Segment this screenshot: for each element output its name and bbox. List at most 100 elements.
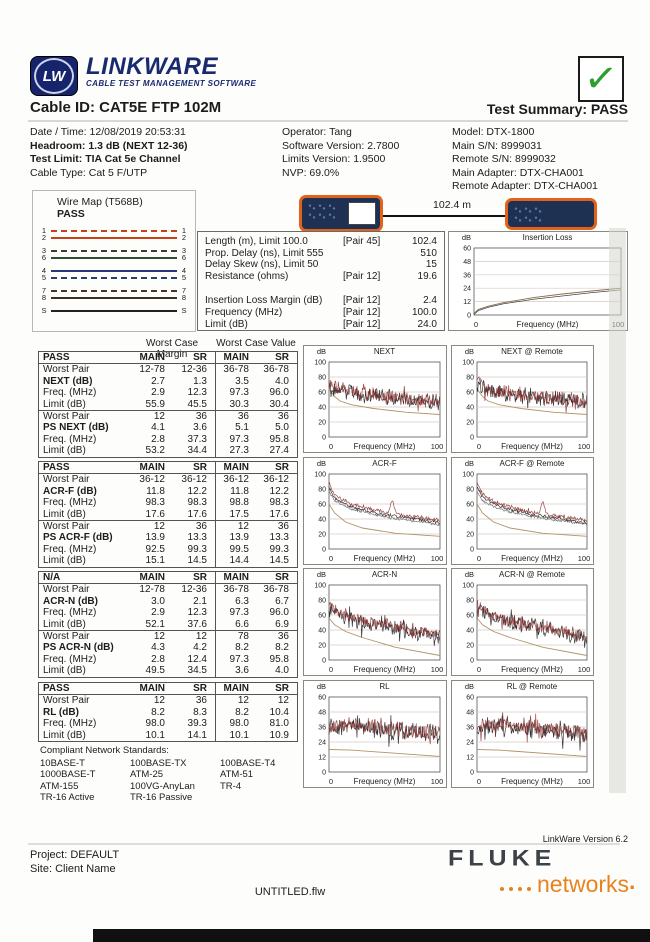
svg-text:100: 100 xyxy=(431,442,444,451)
measurement-row: Resistance (ohms) [Pair 12] 19.6 xyxy=(205,271,437,283)
row-value: 37.6 xyxy=(187,618,207,630)
row-value: 6.6 xyxy=(215,618,257,631)
svg-text:100: 100 xyxy=(462,360,474,367)
row-value: 95.8 xyxy=(269,653,289,665)
table-row: Freq. (MHz) 2.9 12.3 97.3 96.0 xyxy=(39,607,297,619)
table-row: NEXT (dB) 2.7 1.3 3.5 4.0 xyxy=(39,375,297,388)
svg-text:60: 60 xyxy=(318,695,326,702)
table-col-header: SR xyxy=(275,462,289,473)
row-value: 12 xyxy=(153,695,165,707)
row-label: Freq. (MHz) xyxy=(43,433,97,445)
row-value: 36-12 xyxy=(139,474,165,486)
table-header-row: PASS MAIN SR MAIN SR xyxy=(39,352,297,365)
row-label: Freq. (MHz) xyxy=(43,387,97,399)
table-row: Worst Pair 12 36 12 36 xyxy=(39,520,297,533)
svg-text:24: 24 xyxy=(463,286,471,293)
chart-svg: 100 80 60 40 20 0 dB ACR-N @ Remote 0 100 Frequenc… xyxy=(451,568,594,676)
page-edge-bar xyxy=(93,929,650,942)
row-value: 99.3 xyxy=(187,543,207,555)
wire-pin-right: 2 xyxy=(181,233,187,242)
table-col-header: MAIN xyxy=(139,462,165,473)
wire-line xyxy=(51,276,177,279)
row-value: 13.9 xyxy=(145,532,165,544)
row-value: 15.1 xyxy=(145,555,165,567)
row-value: 96.0 xyxy=(269,607,289,619)
info-line: NVP: 69.0% xyxy=(282,166,340,179)
svg-text:40: 40 xyxy=(466,628,474,635)
cable-link-line xyxy=(383,215,505,217)
svg-text:100: 100 xyxy=(431,554,444,563)
table-row: ACR-N (dB) 3.0 2.1 6.3 6.7 xyxy=(39,595,297,608)
wire-line xyxy=(51,236,177,239)
row-value: 8.2 xyxy=(275,642,289,654)
chart-svg: 60 48 36 24 12 0 dB RL @ Remote 0 100 Frequency (M… xyxy=(451,680,594,788)
row-value: 14.5 xyxy=(187,555,207,567)
info-column-right: Model: DTX-1800 Main S/N: 8999031 Remote S… xyxy=(452,126,647,194)
svg-text:60: 60 xyxy=(318,613,326,620)
row-value: 17.5 xyxy=(215,508,257,521)
row-value: 12.2 xyxy=(269,485,289,497)
row-value: 97.3 xyxy=(215,387,257,399)
svg-text:ACR-F: ACR-F xyxy=(372,459,397,468)
table-col-header: MAIN xyxy=(139,683,165,694)
svg-text:100: 100 xyxy=(578,777,591,786)
svg-text:0: 0 xyxy=(322,770,326,777)
row-value: 4.3 xyxy=(151,642,165,654)
row-label: PS NEXT (dB) xyxy=(43,422,109,434)
svg-text:100: 100 xyxy=(462,472,474,479)
row-label: Limit (dB) xyxy=(43,445,86,457)
row-value: 12-78 xyxy=(139,584,165,596)
svg-text:RL: RL xyxy=(379,682,390,691)
wire-pin-left: S xyxy=(41,306,47,315)
svg-text:48: 48 xyxy=(463,259,471,266)
linkware-logo: LW LINKWARE CABLE TEST MANAGEMENT SOFTWA… xyxy=(30,55,257,96)
table-group-headers: Worst Case Margin Worst Case Value xyxy=(38,338,298,360)
row-label: Limit (dB) xyxy=(43,665,86,677)
row-label: Worst Pair xyxy=(43,695,90,707)
svg-text:100: 100 xyxy=(314,360,326,367)
row-value: 39.3 xyxy=(187,718,207,730)
row-value: 2.8 xyxy=(151,653,165,665)
row-value: 12-36 xyxy=(181,584,207,596)
row-value: 36-78 xyxy=(215,584,257,596)
svg-text:36: 36 xyxy=(318,725,326,732)
svg-text:ACR-N: ACR-N xyxy=(372,570,398,579)
svg-text:24: 24 xyxy=(318,740,326,747)
chart-svg: 100 80 60 40 20 0 dB ACR-N 0 100 Frequency (MHz) xyxy=(303,568,447,676)
measurement-label: Length (m), Limit 100.0 xyxy=(205,236,308,247)
row-value: 3.0 xyxy=(151,595,165,607)
row-value: 98.3 xyxy=(145,497,165,509)
row-label: Freq. (MHz) xyxy=(43,718,97,730)
svg-text:80: 80 xyxy=(466,598,474,605)
fluke-networks-logo: FLUKE networks . xyxy=(448,846,635,896)
svg-text:100: 100 xyxy=(578,665,591,674)
wire-pin-right: 8 xyxy=(181,293,187,302)
table-row: Worst Pair 12 36 12 12 xyxy=(39,695,297,707)
svg-text:20: 20 xyxy=(318,643,326,650)
svg-text:12: 12 xyxy=(318,755,326,762)
wire-line xyxy=(51,256,177,259)
standard-item: 100BASE-TX xyxy=(130,757,187,769)
row-value: 17.6 xyxy=(145,508,165,520)
svg-text:0: 0 xyxy=(470,658,474,665)
table-row: Worst Pair 12 36 36 36 xyxy=(39,410,297,423)
row-label: ACR-N (dB) xyxy=(43,595,98,607)
next-results-table: PASS MAIN SR MAIN SR Worst Pair 12-78 12-36 36-7… xyxy=(38,351,298,458)
row-value: 13.3 xyxy=(269,532,289,544)
svg-text:ACR-F @ Remote: ACR-F @ Remote xyxy=(499,459,565,468)
row-value: 12-78 xyxy=(139,364,165,376)
svg-text:100: 100 xyxy=(462,583,474,590)
measurement-pair: [Pair 12] xyxy=(343,270,381,282)
row-value: 10.9 xyxy=(269,729,289,741)
row-value: 4.0 xyxy=(275,375,289,387)
table-row: Freq. (MHz) 2.8 37.3 97.3 95.8 xyxy=(39,433,297,446)
svg-text:Frequency (MHz): Frequency (MHz) xyxy=(501,777,563,786)
wire-pin-left: 8 xyxy=(41,293,47,302)
logo-tagline: CABLE TEST MANAGEMENT SOFTWARE xyxy=(86,79,257,88)
table-row: Limit (dB) 17.6 17.6 17.5 17.6 xyxy=(39,508,297,521)
standard-item: ATM-25 xyxy=(130,769,164,780)
